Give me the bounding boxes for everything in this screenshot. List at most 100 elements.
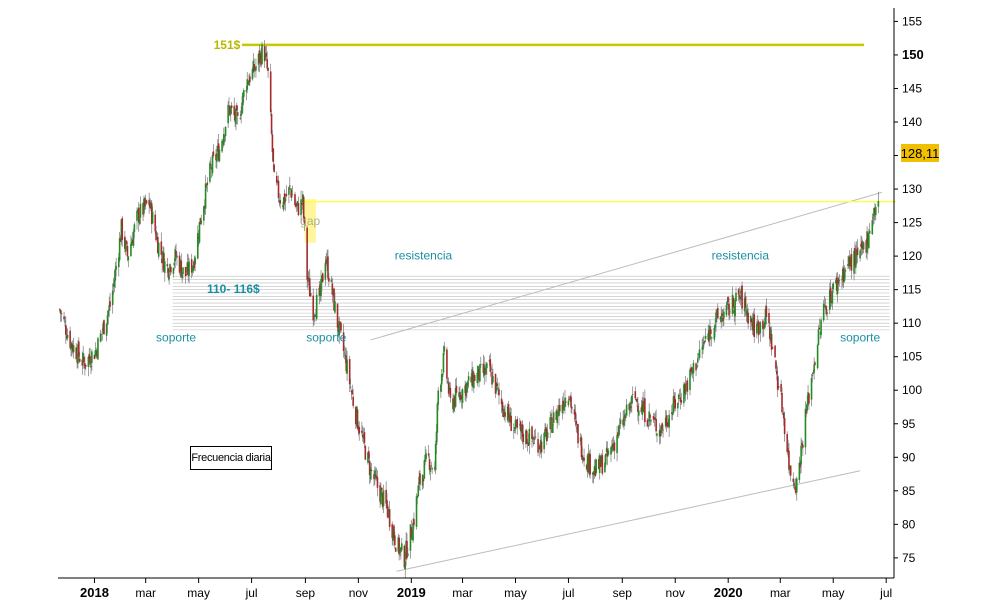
zone-label: 110- 116$	[207, 282, 260, 296]
candle-body	[239, 118, 242, 119]
candle-body	[659, 429, 662, 437]
candle-body	[533, 437, 536, 440]
candle-body	[646, 419, 649, 427]
candle-body	[144, 198, 146, 207]
candle-body	[148, 199, 150, 206]
candle-body	[272, 148, 275, 163]
candle-body	[484, 367, 486, 375]
candle-body	[306, 227, 308, 280]
candle-body	[494, 373, 497, 394]
candle-body	[436, 403, 439, 433]
candle-body	[501, 401, 504, 412]
candle-body	[446, 349, 448, 379]
candle-body	[653, 418, 656, 420]
candle-body	[580, 437, 583, 458]
candle-body	[855, 249, 858, 256]
candle-body	[740, 288, 743, 293]
candle-body	[212, 151, 215, 156]
candle-body	[838, 280, 841, 282]
candle-body	[63, 316, 65, 320]
candle-body	[569, 396, 571, 400]
candle-body	[270, 113, 273, 134]
candle-body	[342, 332, 345, 352]
candle-body	[133, 224, 136, 232]
candle-body	[763, 322, 766, 329]
candle-body	[660, 426, 663, 434]
candle-body	[336, 303, 339, 328]
candle-body	[288, 185, 291, 187]
candle-body	[488, 360, 491, 362]
candle-body	[628, 403, 631, 410]
candle-body	[594, 467, 597, 476]
candle-body	[563, 404, 565, 411]
candle-body	[648, 411, 650, 422]
candle-body	[174, 248, 176, 262]
candle-body	[460, 396, 463, 400]
candle-body	[346, 359, 348, 374]
candle-body	[132, 231, 135, 246]
candle-body	[573, 409, 576, 415]
candle-body	[787, 448, 789, 452]
candle-body	[65, 335, 68, 339]
candle-body	[556, 410, 558, 424]
candle-body	[545, 429, 548, 442]
candle-body	[194, 257, 196, 265]
candle-body	[630, 406, 632, 408]
candle-body	[710, 337, 713, 339]
candle-body	[333, 288, 335, 311]
candle-body	[453, 399, 455, 411]
candle-body	[727, 297, 729, 303]
candle-body	[381, 492, 384, 508]
candle-body	[618, 425, 620, 436]
candle-body	[702, 344, 704, 350]
candle-body	[393, 525, 395, 539]
candle-body	[611, 443, 614, 448]
candle-body	[277, 180, 280, 199]
candle-body	[252, 60, 255, 73]
candle-body	[109, 301, 111, 307]
candle-body	[543, 433, 545, 450]
level-151-label: 151$	[214, 38, 241, 52]
candle-body	[400, 547, 402, 552]
candle-body	[283, 193, 286, 204]
upper-channel-line	[370, 191, 882, 341]
resistencia-label: resistencia	[712, 248, 770, 262]
candle-body	[69, 330, 71, 348]
candle-body	[612, 443, 615, 451]
candle-body	[764, 308, 767, 325]
candle-body	[575, 420, 578, 425]
candle-body	[421, 475, 424, 486]
candle-body	[173, 262, 176, 266]
candle-body	[464, 385, 466, 394]
candle-body	[470, 376, 473, 383]
candle-body	[223, 136, 226, 137]
y-tick-label: 80	[902, 517, 916, 531]
candle-body	[776, 375, 779, 390]
candle-body	[497, 388, 499, 389]
candle-body	[367, 451, 370, 459]
candle-body	[674, 399, 677, 409]
candle-body	[714, 324, 716, 329]
candle-body	[356, 409, 359, 429]
candle-body	[735, 292, 737, 302]
y-tick-label: 75	[902, 551, 916, 565]
candle-body	[564, 397, 566, 407]
candle-body	[658, 429, 661, 437]
candle-body	[230, 105, 233, 109]
candle-body	[448, 386, 451, 391]
candle-body	[782, 413, 784, 415]
candle-body	[872, 217, 874, 219]
candle-body	[697, 354, 700, 356]
candle-body	[193, 261, 196, 269]
candle-body	[121, 218, 124, 240]
candle-body	[829, 287, 832, 303]
candle-body	[643, 401, 645, 413]
candle-body	[170, 266, 172, 273]
candle-body	[819, 332, 822, 334]
candle-body	[701, 347, 703, 350]
soporte-label: soporte	[306, 330, 346, 344]
candle-body	[422, 478, 425, 482]
candle-body	[331, 283, 334, 295]
candle-body	[127, 256, 130, 261]
candle-body	[355, 406, 358, 426]
